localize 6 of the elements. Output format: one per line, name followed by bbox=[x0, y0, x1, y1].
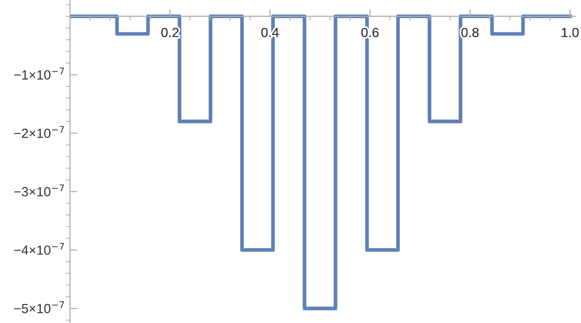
y-tick-label: −5×10$^{−7}$ bbox=[14, 301, 64, 314]
x-tick-label: 1.0 bbox=[562, 28, 579, 38]
y-tick-label: −1×10$^{−7}$ bbox=[14, 68, 64, 80]
y-tick-label: −2×10$^{−7}$ bbox=[14, 126, 64, 138]
y-tick-label: −4×10$^{−7}$ bbox=[14, 242, 64, 255]
y-tick-label: −3×10$^{−7}$ bbox=[14, 184, 64, 196]
